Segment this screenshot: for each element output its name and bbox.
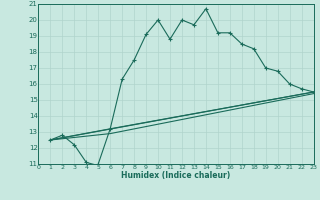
X-axis label: Humidex (Indice chaleur): Humidex (Indice chaleur) — [121, 171, 231, 180]
